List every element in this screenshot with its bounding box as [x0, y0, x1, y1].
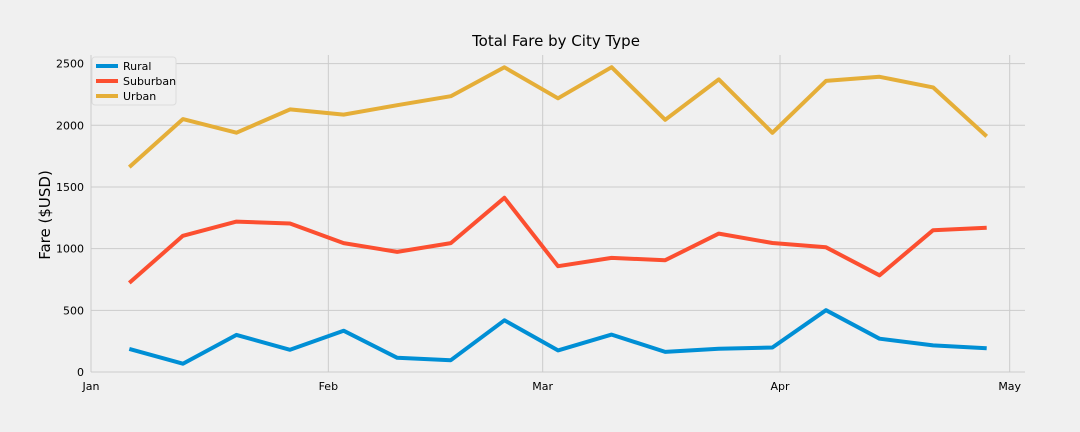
x-tick-label: May — [998, 380, 1021, 393]
legend-label: Suburban — [123, 75, 176, 88]
chart-title: Total Fare by City Type — [471, 32, 640, 50]
grid — [90, 55, 1025, 373]
legend: Rural Suburban Urban — [91, 56, 177, 106]
y-tick-label: 1500 — [56, 181, 84, 194]
legend-label: Urban — [123, 90, 156, 103]
x-tick-label: Apr — [771, 380, 791, 393]
y-tick-label: 0 — [77, 366, 84, 379]
legend-label: Rural — [123, 60, 151, 73]
series-line-urban — [127, 65, 989, 169]
y-tick-label: 2500 — [56, 58, 84, 71]
series-lines — [127, 65, 989, 366]
x-tick-label: Jan — [82, 380, 100, 393]
y-tick-label: 500 — [63, 304, 84, 317]
tick-labels: 0 500 1000 1500 2000 2500 Jan Feb Mar Apr May — [56, 58, 1022, 393]
y-tick-label: 2000 — [56, 119, 84, 132]
series-line-suburban — [127, 195, 987, 285]
y-axis-label: Fare ($USD) — [36, 170, 54, 260]
y-tick-label: 1000 — [56, 243, 84, 256]
legend-box — [91, 56, 177, 106]
x-tick-label: Mar — [532, 380, 553, 393]
series-line-rural — [128, 308, 987, 366]
x-tick-label: Feb — [319, 380, 338, 393]
